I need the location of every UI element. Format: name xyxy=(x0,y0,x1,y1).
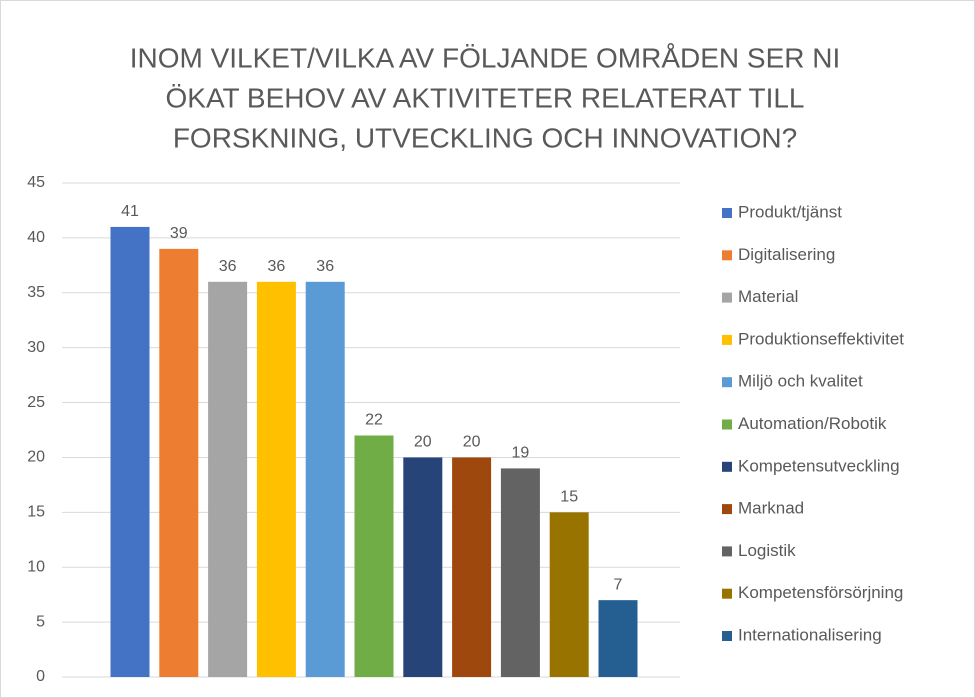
data-label: 22 xyxy=(365,412,383,429)
chart-title: FORSKNING, UTVECKLING OCH INNOVATION? xyxy=(173,122,797,153)
bar xyxy=(159,248,199,677)
bar xyxy=(598,600,638,677)
bar xyxy=(500,468,540,677)
data-label: 19 xyxy=(512,445,530,462)
legend-swatch xyxy=(722,250,732,261)
legend-swatch xyxy=(722,419,732,430)
y-tick-label: 45 xyxy=(27,174,45,191)
legend-swatch xyxy=(722,377,732,388)
legend-label: Kompetensförsörjning xyxy=(738,583,903,602)
bar xyxy=(208,281,248,677)
chart-title: ÖKAT BEHOV AV AKTIVITETER RELATERAT TILL xyxy=(165,82,804,113)
legend-swatch xyxy=(722,208,732,218)
chart-title: INOM VILKET/VILKA AV FÖLJANDE OMRÅDEN SE… xyxy=(130,42,841,73)
bar xyxy=(549,512,589,677)
data-label: 15 xyxy=(560,489,578,506)
data-label: 20 xyxy=(463,434,481,451)
bar xyxy=(110,226,150,677)
y-tick-label: 40 xyxy=(27,229,45,246)
legend-swatch xyxy=(722,588,732,599)
legend-label: Kompetensutveckling xyxy=(738,456,900,475)
legend-swatch xyxy=(722,546,732,557)
legend-swatch xyxy=(722,504,732,515)
y-tick-label: 35 xyxy=(27,284,45,301)
bar xyxy=(452,457,492,677)
y-tick-label: 10 xyxy=(27,558,45,575)
legend-label: Automation/Robotik xyxy=(738,414,887,433)
legend-label: Internationalisering xyxy=(738,625,882,644)
legend-swatch xyxy=(722,461,732,472)
data-label: 41 xyxy=(121,203,139,220)
legend-label: Produktionseffektivitet xyxy=(738,329,904,348)
y-tick-label: 30 xyxy=(27,339,45,356)
bar xyxy=(403,457,443,677)
data-label: 36 xyxy=(219,258,237,275)
data-label: 20 xyxy=(414,434,432,451)
legend-swatch xyxy=(722,334,732,345)
legend-label: Logistik xyxy=(738,541,796,560)
y-tick-label: 5 xyxy=(36,613,45,630)
legend-label: Material xyxy=(738,287,798,306)
data-label: 39 xyxy=(170,225,188,242)
bar xyxy=(354,435,394,677)
legend-label: Marknad xyxy=(738,499,804,518)
legend-label: Produkt/tjänst xyxy=(738,202,842,221)
y-tick-label: 25 xyxy=(27,394,45,411)
bar xyxy=(305,281,345,677)
y-tick-label: 15 xyxy=(27,504,45,521)
data-label: 36 xyxy=(316,258,334,275)
legend-swatch xyxy=(722,631,732,641)
bar xyxy=(256,281,296,677)
y-tick-label: 20 xyxy=(27,449,45,466)
legend-swatch xyxy=(722,292,732,303)
legend-label: Miljö och kvalitet xyxy=(738,372,863,391)
data-label: 7 xyxy=(614,576,623,593)
y-tick-label: 0 xyxy=(36,668,45,685)
data-label: 36 xyxy=(268,258,286,275)
legend-label: Digitalisering xyxy=(738,245,835,264)
